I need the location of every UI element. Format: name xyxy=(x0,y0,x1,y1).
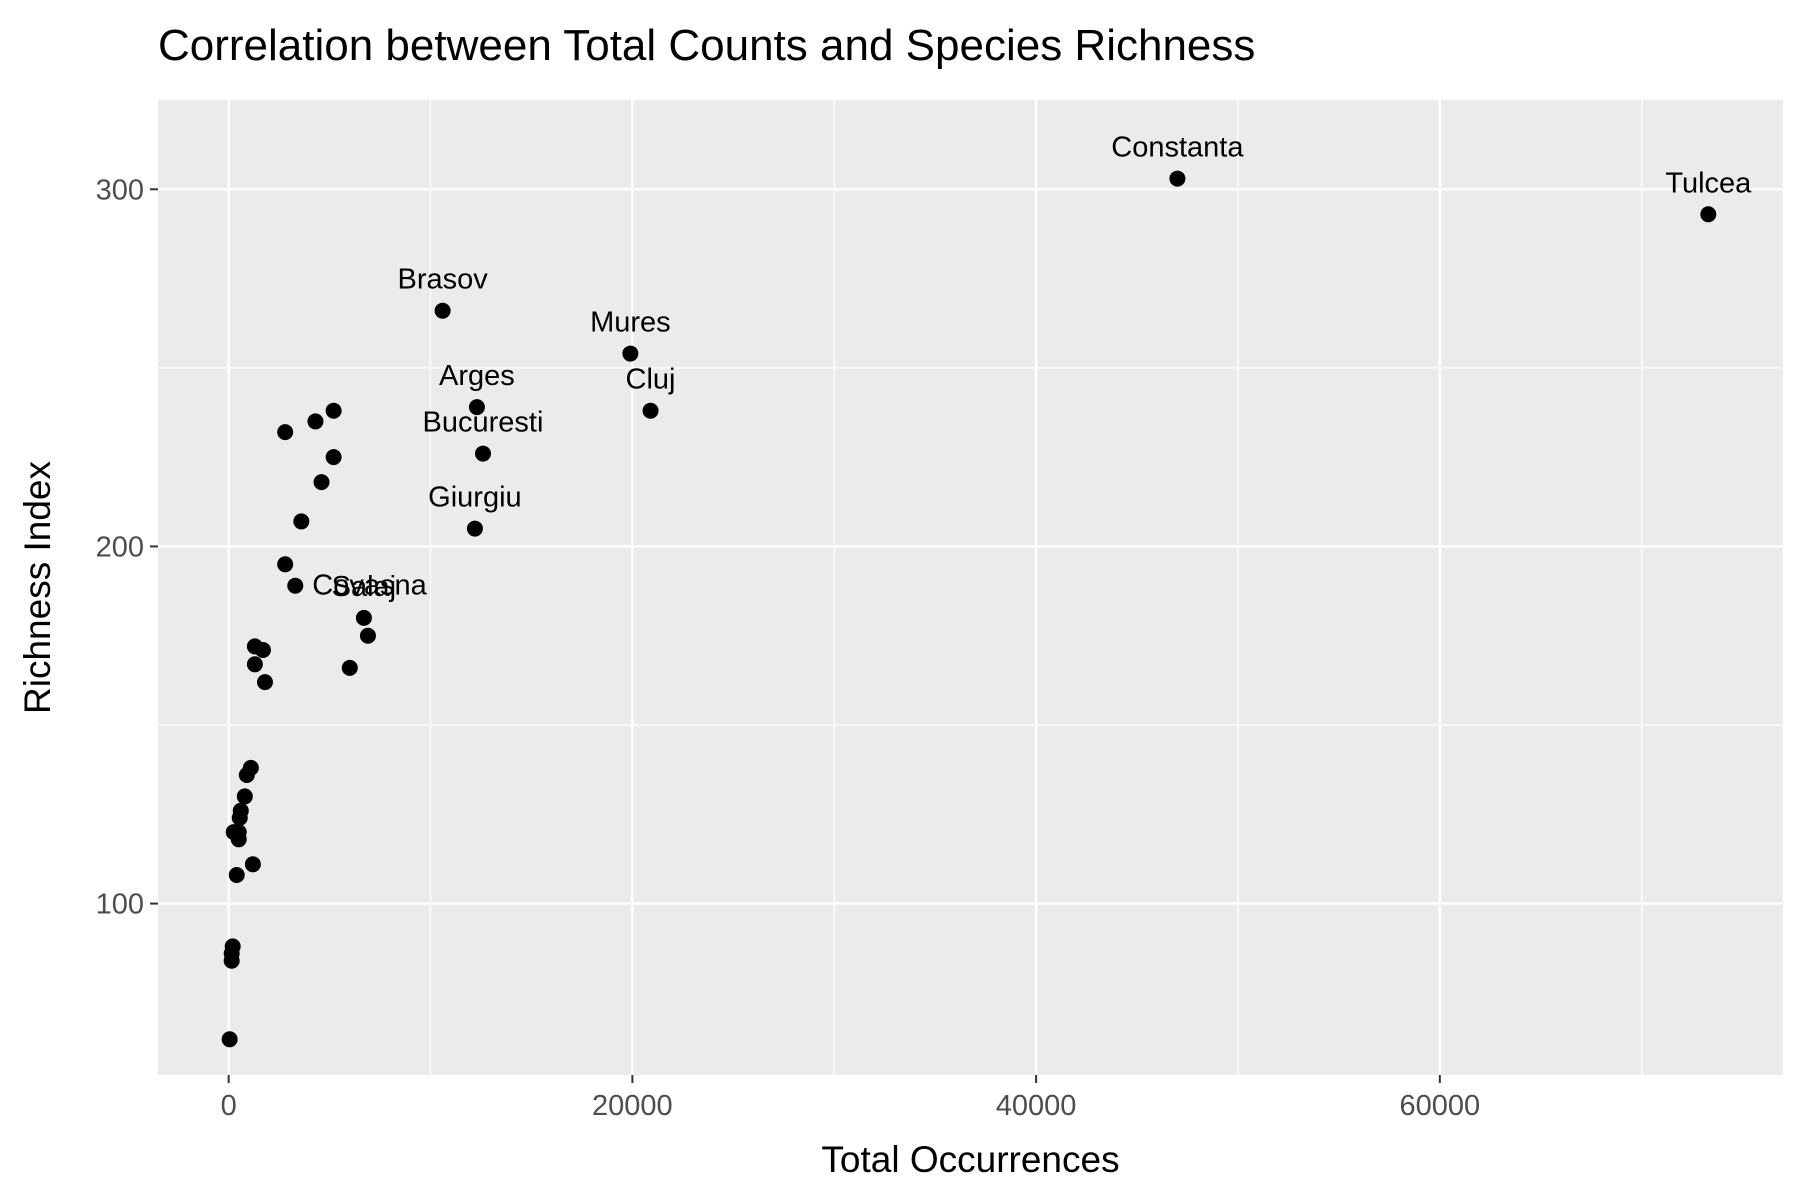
x-tick-label: 60000 xyxy=(1400,1090,1481,1122)
data-point-label: Bucuresti xyxy=(423,407,544,439)
grid-major xyxy=(158,100,1783,1075)
data-point xyxy=(325,449,342,466)
data-point xyxy=(277,556,294,573)
data-point xyxy=(341,659,358,676)
data-point xyxy=(231,809,248,826)
data-point-label: Tulcea xyxy=(1665,167,1752,199)
y-tick-label: 300 xyxy=(96,174,144,206)
data-point-label: Arges xyxy=(439,360,515,392)
data-point xyxy=(256,674,273,691)
data-point xyxy=(307,413,324,430)
data-point xyxy=(244,856,261,873)
chart-title: Correlation between Total Counts and Spe… xyxy=(158,21,1255,70)
data-point-label: Salaj xyxy=(332,571,397,603)
x-axis-title: Total Occurrences xyxy=(821,1139,1119,1180)
x-axis: 0 20000 40000 60000 xyxy=(221,1075,1481,1122)
data-point xyxy=(355,609,372,626)
data-point xyxy=(434,302,451,319)
data-point xyxy=(293,513,310,530)
data-point-label: Giurgiu xyxy=(428,482,522,514)
data-point-label: Brasov xyxy=(397,264,488,296)
data-points xyxy=(221,170,1717,1048)
data-point xyxy=(238,767,255,783)
data-point xyxy=(325,402,342,419)
data-point xyxy=(246,656,263,673)
data-point xyxy=(228,867,245,883)
data-point xyxy=(468,399,485,416)
data-point xyxy=(475,445,491,462)
data-point-label: Cluj xyxy=(626,364,676,396)
data-point-label: Constanta xyxy=(1111,132,1244,164)
plot-panel xyxy=(158,100,1783,1075)
y-axis-title: Richness Index xyxy=(17,461,58,714)
data-point xyxy=(359,627,376,644)
data-point xyxy=(1169,170,1186,187)
data-point xyxy=(277,424,294,441)
data-point xyxy=(230,831,247,848)
data-point xyxy=(466,520,483,537)
x-tick-label: 40000 xyxy=(996,1090,1077,1122)
data-point-label: Mures xyxy=(590,307,671,339)
data-point xyxy=(223,952,240,969)
data-point xyxy=(313,474,330,491)
y-tick-label: 100 xyxy=(96,889,144,921)
x-tick-label: 0 xyxy=(221,1090,237,1122)
point-labels: Constanta Tulcea Brasov Mures Cluj Arges Bucur… xyxy=(312,132,1752,603)
x-tick-label: 20000 xyxy=(592,1090,673,1122)
data-point xyxy=(236,788,253,805)
data-point xyxy=(254,642,271,658)
y-axis: 100 200 300 xyxy=(96,174,158,921)
y-tick-label: 200 xyxy=(96,531,144,563)
data-point xyxy=(287,577,304,594)
grid-minor xyxy=(158,100,1783,1075)
data-point xyxy=(622,345,639,362)
data-point xyxy=(221,1031,238,1048)
data-point xyxy=(642,402,659,419)
data-point-label: Covasna xyxy=(312,570,427,602)
data-point xyxy=(1700,206,1717,223)
